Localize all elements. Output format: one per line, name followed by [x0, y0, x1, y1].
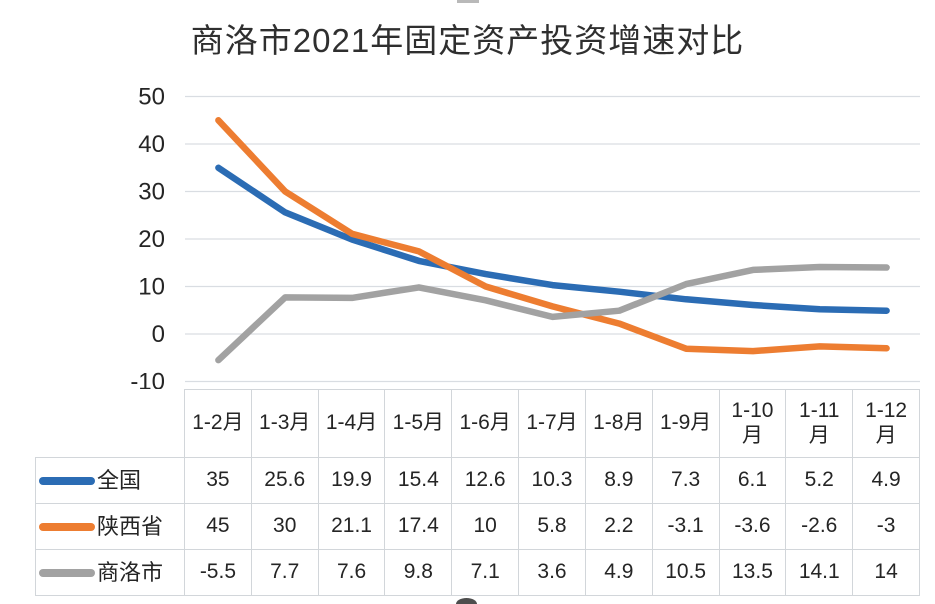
category-header-cell: 1-2月	[185, 389, 252, 458]
y-axis-tick-label: 50	[138, 84, 165, 111]
cropped-dot-bottom	[456, 598, 477, 604]
line-chart-plot: 50 40 30 20 10 0 -10	[130, 84, 920, 391]
category-header-cell: 1-12月	[853, 389, 920, 458]
category-header-cell: 1-11月	[786, 389, 854, 458]
value-cell: 35	[185, 458, 252, 504]
value-cell: 15.4	[385, 458, 453, 504]
value-cell: -2.6	[786, 504, 854, 550]
value-cell: 7.3	[652, 458, 720, 504]
legend-cell-national: 全国	[35, 457, 185, 504]
value-cell: 5.2	[786, 458, 854, 504]
value-cell: 6.1	[719, 458, 787, 504]
y-axis-tick-label: 30	[138, 179, 165, 206]
value-cell: 2.2	[585, 504, 653, 550]
legend-label-national: 全国	[97, 467, 142, 493]
value-cell: 21.1	[318, 504, 386, 550]
value-cell: -3.6	[719, 504, 787, 550]
category-header-cell: 1-5月	[385, 389, 453, 458]
value-cell: 30	[251, 504, 319, 550]
legend-label-shaanxi: 陕西省	[97, 513, 164, 539]
chart-data-table: 1-2月 1-3月 1-4月 1-5月 1-6月 1-7月 1-8月 1-9月 1-10月 1-1…	[35, 389, 920, 596]
value-cell: 45	[185, 504, 252, 550]
legend-label-shangluo: 商洛市	[97, 559, 164, 585]
value-cell: -5.5	[185, 550, 252, 596]
value-cell: 17.4	[385, 504, 453, 550]
legend-cell-shaanxi: 陕西省	[35, 504, 185, 550]
value-cell: 10.3	[519, 458, 586, 504]
legend-line-swatch-shangluo	[39, 568, 95, 577]
value-cell: 4.9	[853, 458, 920, 504]
category-header-cell: 1-6月	[452, 389, 520, 458]
cropped-element-top	[457, 0, 479, 3]
value-cell: 10	[452, 504, 520, 550]
value-cell: 3.6	[519, 550, 586, 596]
category-header-cell: 1-8月	[585, 389, 653, 458]
value-cell: 14.1	[786, 550, 854, 596]
category-header-cell: 1-7月	[519, 389, 586, 458]
legend-line-swatch-shaanxi	[39, 522, 95, 531]
value-cell: -3	[853, 504, 920, 550]
category-header-cell: 1-3月	[251, 389, 319, 458]
value-cell: -3.1	[652, 504, 720, 550]
y-axis-tick-label: 20	[138, 226, 165, 253]
value-cell: 19.9	[318, 458, 386, 504]
legend-line-swatch-national	[39, 476, 95, 485]
series-line-shangluo	[215, 263, 890, 364]
value-cell: 7.7	[251, 550, 319, 596]
series-line-shaanxi	[215, 117, 890, 355]
y-axis-tick-label: 10	[138, 274, 165, 301]
legend-cell-shangluo: 商洛市	[35, 550, 185, 596]
category-header-cell: 1-9月	[652, 389, 720, 458]
y-axis-tick-label: 0	[152, 321, 165, 348]
value-cell: 12.6	[452, 458, 520, 504]
value-cell: 25.6	[251, 458, 319, 504]
value-cell: 13.5	[719, 550, 787, 596]
value-cell: 8.9	[585, 458, 653, 504]
value-cell: 5.8	[519, 504, 586, 550]
series-line-national	[215, 164, 890, 314]
value-cell: 7.6	[318, 550, 386, 596]
value-cell: 14	[853, 550, 920, 596]
y-axis-tick-label: -10	[130, 369, 165, 391]
value-cell: 10.5	[652, 550, 720, 596]
value-cell: 7.1	[452, 550, 520, 596]
category-header-cell: 1-4月	[318, 389, 386, 458]
value-cell: 4.9	[585, 550, 653, 596]
chart-title: 商洛市2021年固定资产投资增速对比	[190, 22, 745, 59]
category-header-cell: 1-10月	[719, 389, 787, 458]
y-axis-tick-label: 40	[138, 131, 165, 158]
value-cell: 9.8	[385, 550, 453, 596]
table-corner-spacer	[35, 389, 185, 458]
